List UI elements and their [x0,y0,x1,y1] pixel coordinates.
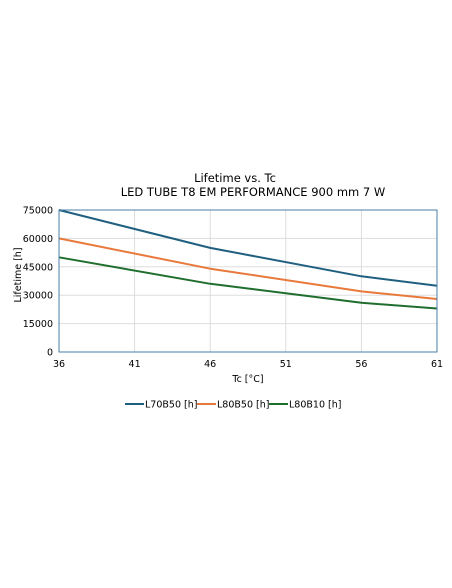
y-axis-ticks: 0 15000 30000 45000 60000 75000 [23,206,53,359]
series-line-1 [58,209,438,287]
x-tick-label: 51 [280,359,292,370]
y-tick-label: 30000 [23,291,53,302]
plot-frame [58,209,438,353]
y-tick-label: 45000 [23,262,53,273]
series-line-2 [58,237,438,300]
series-line-3 [58,256,438,310]
x-tick-label: 46 [204,359,216,370]
legend-item: L70B50 [h] [125,400,197,411]
chart-title: Lifetime vs. Tc [194,171,276,185]
y-tick-label: 0 [47,348,53,359]
x-tick-label: 41 [129,359,141,370]
chart-subtitle: LED TUBE T8 EM PERFORMANCE 900 mm 7 W [121,185,385,199]
x-tick-label: 36 [53,359,65,370]
legend-label: L80B10 [h] [289,400,341,411]
y-tick-label: 15000 [23,319,53,330]
series-lines [58,209,438,310]
y-tick-label: 75000 [23,206,53,217]
x-axis-label: Tc [°C] [231,374,263,385]
legend: L70B50 [h] L80B50 [h] L80B10 [h] [125,400,341,411]
y-tick-label: 60000 [23,234,53,245]
x-tick-label: 61 [431,359,443,370]
y-axis-label: Lifetime [h] [13,247,24,302]
legend-label: L70B50 [h] [145,400,197,411]
x-axis-ticks: 36 41 46 51 56 61 [53,359,443,370]
x-tick-label: 56 [355,359,367,370]
legend-label: L80B50 [h] [217,400,269,411]
legend-item: L80B10 [h] [269,400,341,411]
grid [58,209,438,353]
legend-item: L80B50 [h] [197,400,269,411]
